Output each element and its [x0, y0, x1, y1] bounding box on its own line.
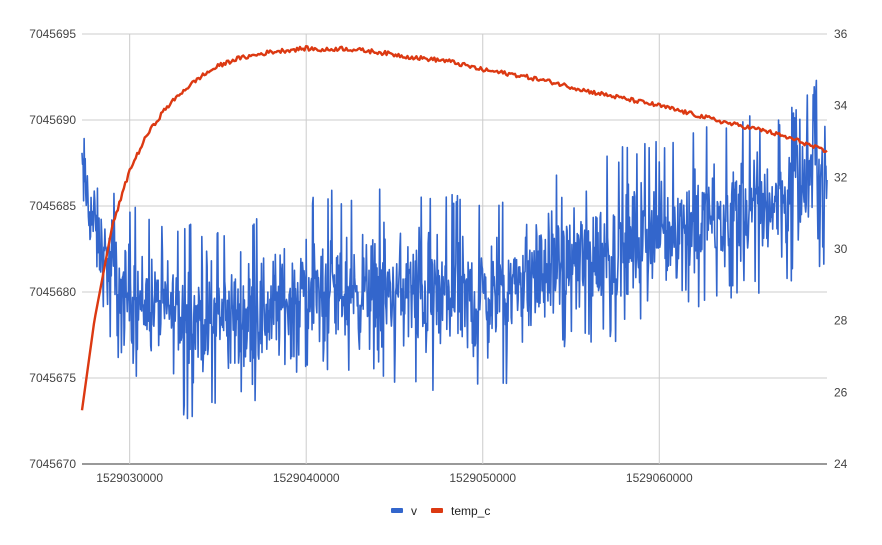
- y-tick-label: 7045695: [29, 27, 76, 41]
- legend-label-v: v: [411, 504, 417, 518]
- plot-layer: [80, 45, 828, 420]
- y-tick-label: 7045680: [29, 285, 76, 299]
- series-line-v: [81, 79, 828, 420]
- legend-label-temp-c: temp_c: [451, 504, 490, 518]
- y-tick-label: 7045670: [29, 457, 76, 471]
- y-tick-label: 7045675: [29, 371, 76, 385]
- axis-layer: 7045670 7045675 7045680 7045685 7045690 70456…: [29, 27, 847, 485]
- x-tick-label: 1529030000: [96, 471, 163, 485]
- x-tick-label: 1529050000: [449, 471, 516, 485]
- y-tick-label: 7045690: [29, 113, 76, 127]
- y-tick-label: 7045685: [29, 199, 76, 213]
- y2-tick-label: 34: [834, 99, 848, 113]
- y2-tick-label: 26: [834, 385, 848, 399]
- legend: v temp_c: [391, 504, 490, 518]
- y2-tick-label: 30: [834, 242, 848, 256]
- series-line-temp-c: [80, 45, 828, 411]
- x-tick-label: 1529060000: [626, 471, 693, 485]
- x-tick-label: 1529040000: [273, 471, 340, 485]
- legend-swatch-v: [391, 508, 403, 513]
- legend-swatch-temp-c: [431, 508, 443, 513]
- y2-tick-label: 28: [834, 314, 848, 328]
- y2-tick-label: 24: [834, 457, 848, 471]
- y2-tick-label: 36: [834, 27, 848, 41]
- y2-tick-label: 32: [834, 170, 848, 184]
